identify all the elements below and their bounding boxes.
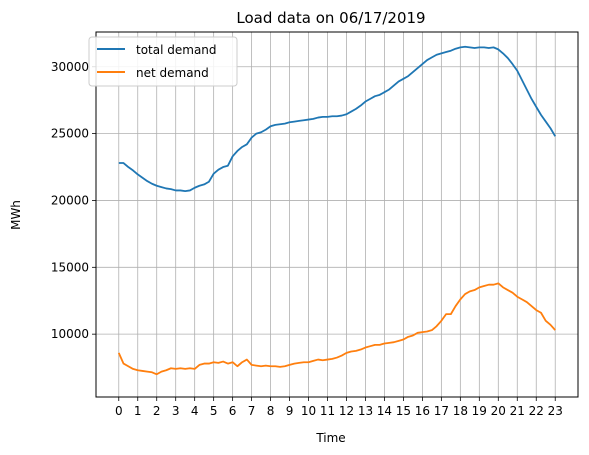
x-tick-label: 1	[134, 404, 142, 418]
x-axis-label: Time	[315, 431, 345, 445]
legend-label-net-demand: net demand	[136, 66, 209, 80]
x-tick-label: 23	[548, 404, 563, 418]
legend-label-total-demand: total demand	[136, 43, 217, 57]
x-tick-label: 14	[377, 404, 392, 418]
x-tick-label: 19	[472, 404, 487, 418]
y-tick-label: 15000	[51, 260, 89, 274]
x-tick-label: 5	[210, 404, 218, 418]
x-tick-label: 16	[415, 404, 430, 418]
x-tick-label: 6	[229, 404, 237, 418]
x-tick-label: 21	[510, 404, 525, 418]
x-tick-label: 12	[339, 404, 354, 418]
series-lines	[117, 45, 557, 376]
x-tick-label: 8	[267, 404, 275, 418]
x-tick-label: 11	[320, 404, 335, 418]
y-tick-label: 20000	[51, 193, 89, 207]
plot-frame	[95, 31, 579, 398]
x-tick-label: 20	[491, 404, 506, 418]
series-line-net-demand	[117, 282, 556, 376]
x-tick-label: 0	[115, 404, 123, 418]
x-tick-label: 9	[286, 404, 294, 418]
y-axis-ticks: 10000 15000 20000 25000 30000	[51, 60, 96, 341]
x-tick-label: 4	[191, 404, 199, 418]
x-tick-label: 13	[358, 404, 373, 418]
series-line-total-demand	[118, 45, 557, 193]
legend: total demand net demand	[88, 36, 238, 87]
legend-box	[88, 36, 238, 87]
y-tick-label: 30000	[51, 60, 89, 74]
y-axis-label: MWh	[9, 200, 23, 230]
chart-title: Load data on 06/17/2019	[236, 9, 425, 27]
y-tick-label: 10000	[51, 327, 89, 341]
grid	[96, 32, 578, 397]
x-tick-label: 2	[153, 404, 161, 418]
x-tick-label: 7	[248, 404, 256, 418]
x-tick-label: 15	[396, 404, 411, 418]
x-tick-label: 22	[529, 404, 544, 418]
y-tick-label: 25000	[51, 127, 89, 141]
x-tick-label: 17	[434, 404, 449, 418]
x-tick-label: 18	[453, 404, 468, 418]
x-tick-label: 10	[301, 404, 316, 418]
x-axis-ticks: 0 1 2 3 4 5 6 7 8 9 10 11 12 13 14 15 16 17 18 19 20 21 22 23	[115, 397, 563, 418]
x-tick-label: 3	[172, 404, 180, 418]
